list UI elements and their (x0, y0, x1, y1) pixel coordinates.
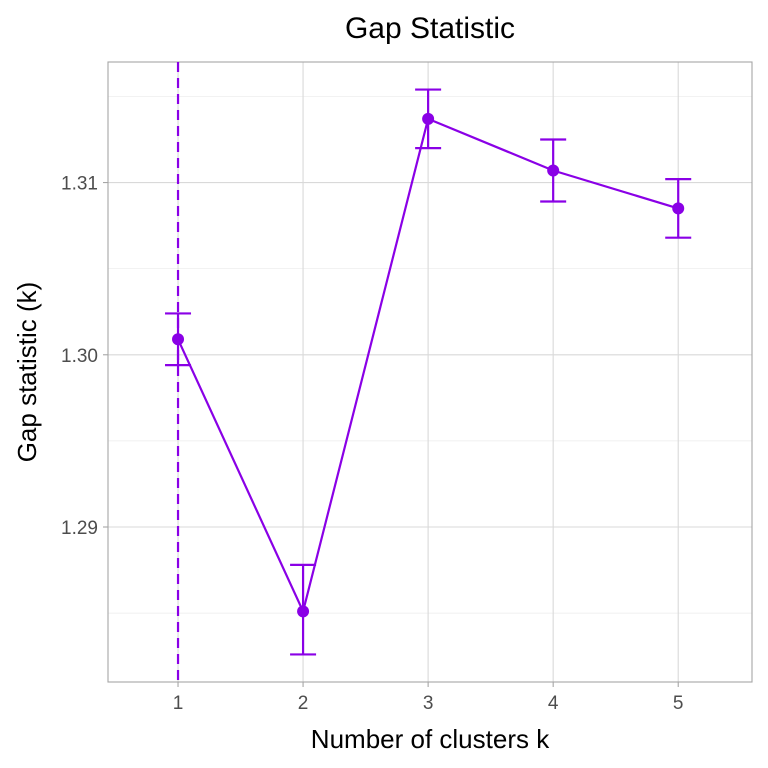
series-gap (165, 88, 692, 656)
plot-panel-border (107, 61, 753, 683)
data-point (672, 202, 685, 215)
y-tick-label: 1.31 (61, 174, 98, 195)
x-tick-label: 1 (173, 693, 184, 714)
grid-lines (108, 62, 752, 682)
data-point (297, 605, 310, 618)
y-tick-label: 1.30 (61, 346, 98, 367)
data-point (172, 333, 185, 346)
y-axis-title: Gap statistic (k) (12, 282, 42, 463)
data-point (422, 112, 435, 125)
x-axis-title: Number of clusters k (311, 724, 550, 754)
x-tick-label: 5 (673, 693, 684, 714)
axis-ticks: 1.29 1.30 1.31 1 2 3 4 5 (61, 174, 683, 714)
y-tick-label: 1.29 (61, 518, 98, 539)
data-point (547, 164, 560, 177)
x-tick-label: 3 (423, 693, 434, 714)
x-tick-label: 2 (298, 693, 309, 714)
chart-title: Gap Statistic (345, 12, 515, 45)
x-tick-label: 4 (548, 693, 559, 714)
